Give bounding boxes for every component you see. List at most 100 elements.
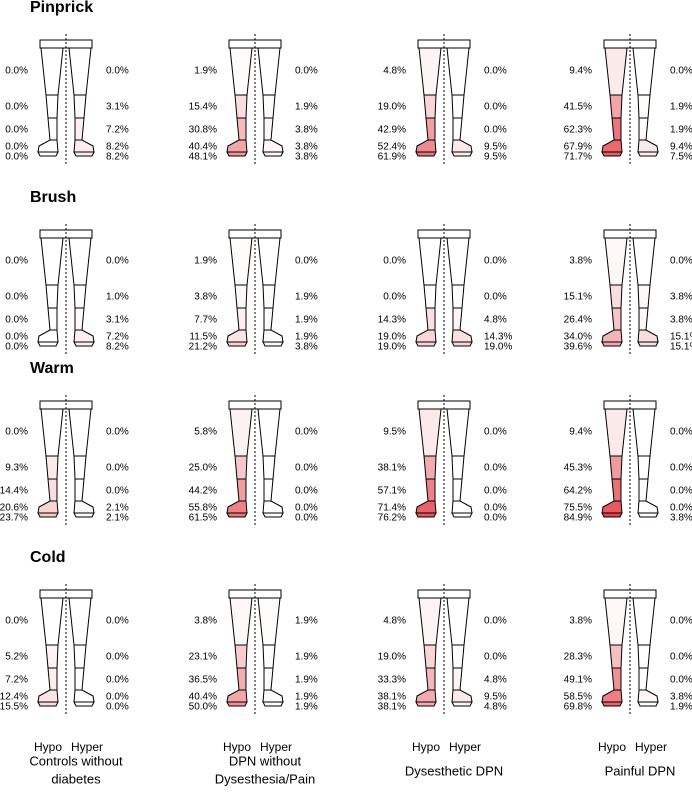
leg-region	[263, 667, 274, 691]
hypo-label: 71.7%	[564, 152, 592, 163]
hypo-label: 19.0%	[378, 652, 406, 663]
hypo-label: 39.6%	[564, 342, 592, 353]
leg-region	[229, 237, 253, 286]
leg-region	[73, 139, 95, 153]
leg-region	[415, 500, 437, 514]
leg-region	[40, 47, 64, 96]
hypo-label: 26.4%	[564, 315, 592, 326]
leg-region	[423, 94, 437, 119]
leg-region	[262, 94, 276, 119]
leg-region	[632, 237, 656, 286]
leg-region	[263, 478, 274, 502]
hyper-label: 9.5%	[484, 692, 507, 703]
hypo-label: 0.0%	[5, 142, 28, 153]
leg-region	[451, 701, 473, 707]
leg-region	[632, 597, 656, 646]
hyper-legend: Hyper	[449, 740, 481, 754]
hyper-label: 0.0%	[670, 427, 692, 438]
leg-region	[418, 237, 442, 286]
leg-region	[637, 701, 659, 707]
leg-region	[446, 597, 470, 646]
hypo-label: 0.0%	[5, 315, 28, 326]
hypo-label: 48.1%	[189, 152, 217, 163]
leg-region	[262, 689, 284, 703]
leg-region	[604, 47, 628, 96]
hyper-label: 0.0%	[106, 463, 129, 474]
hypo-label: 0.0%	[5, 342, 28, 353]
hyper-label: 1.9%	[295, 315, 318, 326]
leg-region	[415, 701, 437, 707]
hyper-label: 3.1%	[106, 102, 129, 113]
leg-region	[638, 117, 649, 141]
leg-region	[609, 455, 623, 480]
hypo-label: 14.3%	[378, 315, 406, 326]
leg-region	[257, 47, 281, 96]
leg-region	[632, 408, 656, 457]
hyper-label: 3.1%	[106, 315, 129, 326]
leg-region	[37, 689, 59, 703]
leg-region	[234, 94, 248, 119]
leg-region	[423, 455, 437, 480]
hypo-label: 30.8%	[189, 125, 217, 136]
hypo-label: 7.7%	[194, 315, 217, 326]
hyper-label: 0.0%	[670, 675, 692, 686]
leg-region	[451, 455, 465, 480]
leg-region	[68, 408, 92, 457]
hypo-label: 61.9%	[378, 152, 406, 163]
hypo-label: 3.8%	[194, 292, 217, 303]
leg-region	[226, 151, 248, 157]
hyper-label: 8.2%	[106, 152, 129, 163]
leg-region	[257, 237, 281, 286]
hypo-label: 28.3%	[564, 652, 592, 663]
hypo-label: 0.0%	[5, 256, 28, 267]
leg-region	[37, 139, 59, 153]
hyper-label: 3.8%	[295, 125, 318, 136]
leg-region	[418, 408, 442, 457]
leg-region	[611, 478, 622, 502]
hypo-label: 9.5%	[383, 427, 406, 438]
leg-region	[73, 94, 87, 119]
column-title: DPN without	[229, 753, 302, 768]
leg-region	[415, 139, 437, 153]
hypo-label: 9.4%	[569, 427, 592, 438]
hyper-label: 0.0%	[670, 616, 692, 627]
hypo-label: 76.2%	[378, 513, 406, 524]
leg-region	[73, 329, 95, 343]
leg-region	[418, 597, 442, 646]
leg-region	[234, 644, 248, 669]
hypo-label: 71.4%	[378, 503, 406, 514]
hyper-label: 7.2%	[106, 125, 129, 136]
hyper-label: 15.1%	[670, 342, 692, 353]
column-title: Dysesthetic DPN	[405, 763, 503, 778]
hyper-label: 9.4%	[670, 142, 692, 153]
leg-region	[229, 47, 253, 96]
leg-region	[262, 644, 276, 669]
leg-region	[451, 94, 465, 119]
leg-region	[415, 689, 437, 703]
leg-region	[40, 597, 64, 646]
leg-region	[262, 329, 284, 343]
hypo-label: 41.5%	[564, 102, 592, 113]
leg-region	[73, 284, 87, 309]
leg-region	[73, 512, 95, 518]
leg-region	[74, 117, 85, 141]
hyper-label: 9.5%	[484, 142, 507, 153]
leg-region	[425, 307, 436, 331]
hyper-label: 0.0%	[106, 427, 129, 438]
leg-region	[601, 512, 623, 518]
hyper-label: 0.0%	[670, 503, 692, 514]
leg-region	[604, 408, 628, 457]
leg-region	[47, 117, 58, 141]
hypo-label: 34.0%	[564, 332, 592, 343]
hyper-label: 1.9%	[670, 102, 692, 113]
hypo-label: 23.1%	[189, 652, 217, 663]
hypo-label: 42.9%	[378, 125, 406, 136]
hyper-label: 2.1%	[106, 503, 129, 514]
hypo-label: 0.0%	[5, 292, 28, 303]
leg-region	[40, 237, 64, 286]
leg-region	[638, 307, 649, 331]
hyper-label: 1.9%	[295, 692, 318, 703]
hyper-label: 0.0%	[484, 256, 507, 267]
leg-region	[262, 151, 284, 157]
hyper-label: 0.0%	[106, 675, 129, 686]
